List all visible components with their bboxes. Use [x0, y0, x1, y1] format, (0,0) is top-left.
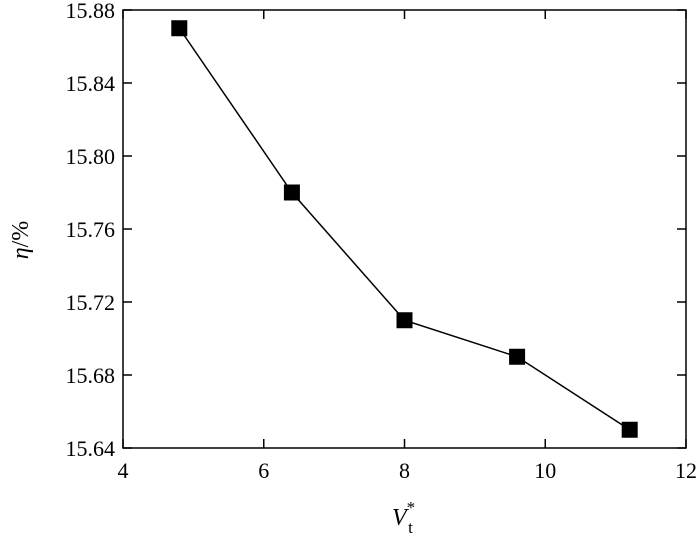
data-point [396, 312, 413, 329]
plot-area [122, 9, 687, 449]
y-tick-label: 15.88 [66, 0, 116, 23]
y-axis-label: η/% [8, 221, 34, 260]
y-axis-label-symbol: η [8, 247, 34, 259]
x-axis-label: V* t [392, 498, 415, 534]
y-tick-label: 15.64 [66, 436, 116, 461]
y-tick-label: 15.80 [66, 144, 116, 169]
x-tick-label: 4 [118, 458, 129, 483]
x-tick-label: 12 [675, 458, 697, 483]
series-line [178, 27, 631, 431]
y-tick-label: 15.76 [66, 217, 116, 242]
x-tick-label: 6 [258, 458, 269, 483]
plot-frame [122, 9, 687, 449]
x-axis-label-sup: * [407, 498, 416, 517]
y-tick-label: 15.72 [66, 290, 116, 315]
x-tick-label: 8 [399, 458, 410, 483]
x-axis-ticks: 4 6 8 10 12 [118, 10, 697, 483]
y-axis-ticks: 15.64 15.68 15.72 15.76 15.80 15.84 15.88 [66, 0, 686, 461]
x-axis-label-sub: t [408, 518, 413, 534]
x-axis-label-main: V [392, 505, 409, 531]
data-point [509, 348, 526, 365]
y-tick-label: 15.68 [66, 363, 116, 388]
data-point [283, 184, 300, 201]
x-tick-label: 10 [534, 458, 556, 483]
y-axis-label-unit: /% [8, 221, 34, 248]
series-layer [171, 20, 638, 438]
y-tick-label: 15.84 [66, 71, 116, 96]
data-point [621, 421, 638, 438]
data-point [171, 20, 188, 37]
